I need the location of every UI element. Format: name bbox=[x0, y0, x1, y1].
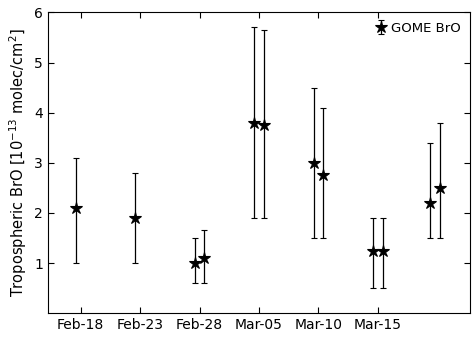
Y-axis label: Tropospheric BrO [10$^{-13}$ molec/cm$^2$]: Tropospheric BrO [10$^{-13}$ molec/cm$^2… bbox=[7, 28, 29, 297]
Legend: GOME BrO: GOME BrO bbox=[369, 16, 465, 40]
